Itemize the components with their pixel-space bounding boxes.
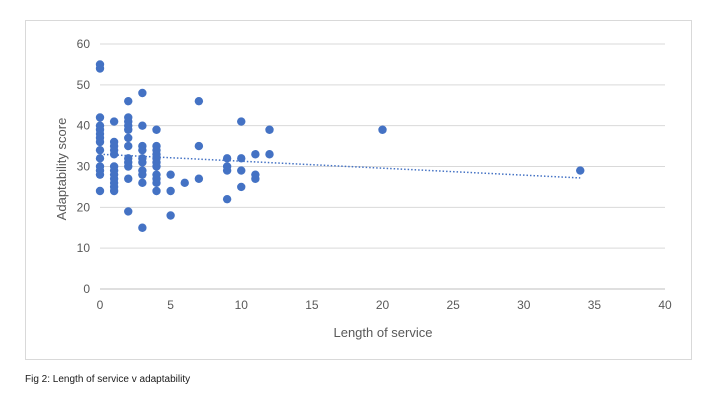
data-point bbox=[237, 154, 246, 163]
data-point bbox=[237, 166, 246, 175]
y-axis-title: Adaptability score bbox=[54, 118, 69, 221]
data-point bbox=[138, 170, 147, 179]
data-point bbox=[138, 88, 147, 98]
data-point bbox=[166, 211, 175, 220]
data-point bbox=[138, 178, 147, 188]
x-tick-label: 40 bbox=[658, 298, 672, 312]
data-point bbox=[152, 125, 161, 134]
data-point bbox=[378, 125, 387, 134]
data-point bbox=[251, 150, 260, 159]
data-point bbox=[222, 166, 232, 175]
data-point bbox=[124, 125, 133, 134]
data-point bbox=[576, 166, 585, 175]
data-point bbox=[152, 186, 161, 196]
data-point bbox=[95, 186, 105, 196]
data-point bbox=[138, 145, 147, 155]
figure-caption: Fig 2: Length of service v adaptability bbox=[25, 374, 191, 385]
y-tick-label: 0 bbox=[83, 282, 90, 296]
data-point bbox=[222, 194, 232, 204]
data-point bbox=[152, 178, 161, 188]
data-point bbox=[124, 133, 133, 143]
data-point bbox=[124, 207, 133, 216]
y-tick-label: 50 bbox=[77, 78, 91, 92]
data-point bbox=[95, 64, 105, 73]
y-tick-label: 10 bbox=[77, 241, 91, 255]
data-point bbox=[124, 141, 133, 151]
y-tick-labels: 0 10 20 30 40 50 60 bbox=[77, 37, 91, 296]
data-point bbox=[124, 96, 133, 106]
data-point bbox=[95, 170, 105, 179]
data-point bbox=[138, 158, 147, 167]
data-point bbox=[95, 154, 105, 163]
x-tick-label: 20 bbox=[376, 298, 390, 312]
scatter-chart: 0 10 20 30 40 50 60 0 5 10 15 20 25 30 35 40 Adaptabil… bbox=[54, 37, 672, 340]
x-tick-label: 0 bbox=[97, 298, 104, 312]
data-point bbox=[152, 162, 161, 171]
data-point bbox=[95, 145, 105, 155]
data-point bbox=[265, 150, 274, 159]
data-point bbox=[180, 178, 189, 188]
x-tick-labels: 0 5 10 15 20 25 30 35 40 bbox=[97, 298, 672, 312]
data-point bbox=[138, 223, 147, 232]
data-point bbox=[109, 150, 119, 159]
x-tick-label: 10 bbox=[235, 298, 249, 312]
data-point bbox=[194, 141, 204, 151]
data-point bbox=[124, 162, 133, 171]
data-point bbox=[237, 182, 246, 192]
y-tick-label: 30 bbox=[77, 160, 91, 174]
data-point bbox=[95, 137, 105, 147]
x-tick-label: 5 bbox=[167, 298, 174, 312]
data-point bbox=[265, 125, 274, 134]
x-tick-label: 30 bbox=[517, 298, 531, 312]
chart-frame: 0 10 20 30 40 50 60 0 5 10 15 20 25 30 35 40 Adaptabil… bbox=[25, 20, 692, 360]
data-points bbox=[95, 60, 585, 232]
data-point bbox=[109, 186, 119, 196]
y-tick-label: 60 bbox=[77, 37, 91, 51]
y-tick-label: 40 bbox=[77, 119, 91, 133]
data-point bbox=[251, 174, 260, 183]
data-point bbox=[194, 96, 204, 106]
y-tick-label: 20 bbox=[77, 200, 91, 214]
data-point bbox=[237, 117, 246, 126]
data-point bbox=[166, 170, 175, 179]
data-point bbox=[124, 174, 133, 183]
data-point bbox=[109, 117, 119, 126]
data-point bbox=[95, 113, 105, 122]
data-point bbox=[194, 174, 204, 183]
data-point bbox=[166, 186, 175, 196]
data-point bbox=[222, 154, 232, 163]
x-tick-label: 15 bbox=[305, 298, 319, 312]
x-tick-label: 35 bbox=[588, 298, 602, 312]
x-axis-title: Length of service bbox=[333, 325, 432, 340]
x-tick-label: 25 bbox=[446, 298, 460, 312]
data-point bbox=[138, 121, 147, 130]
